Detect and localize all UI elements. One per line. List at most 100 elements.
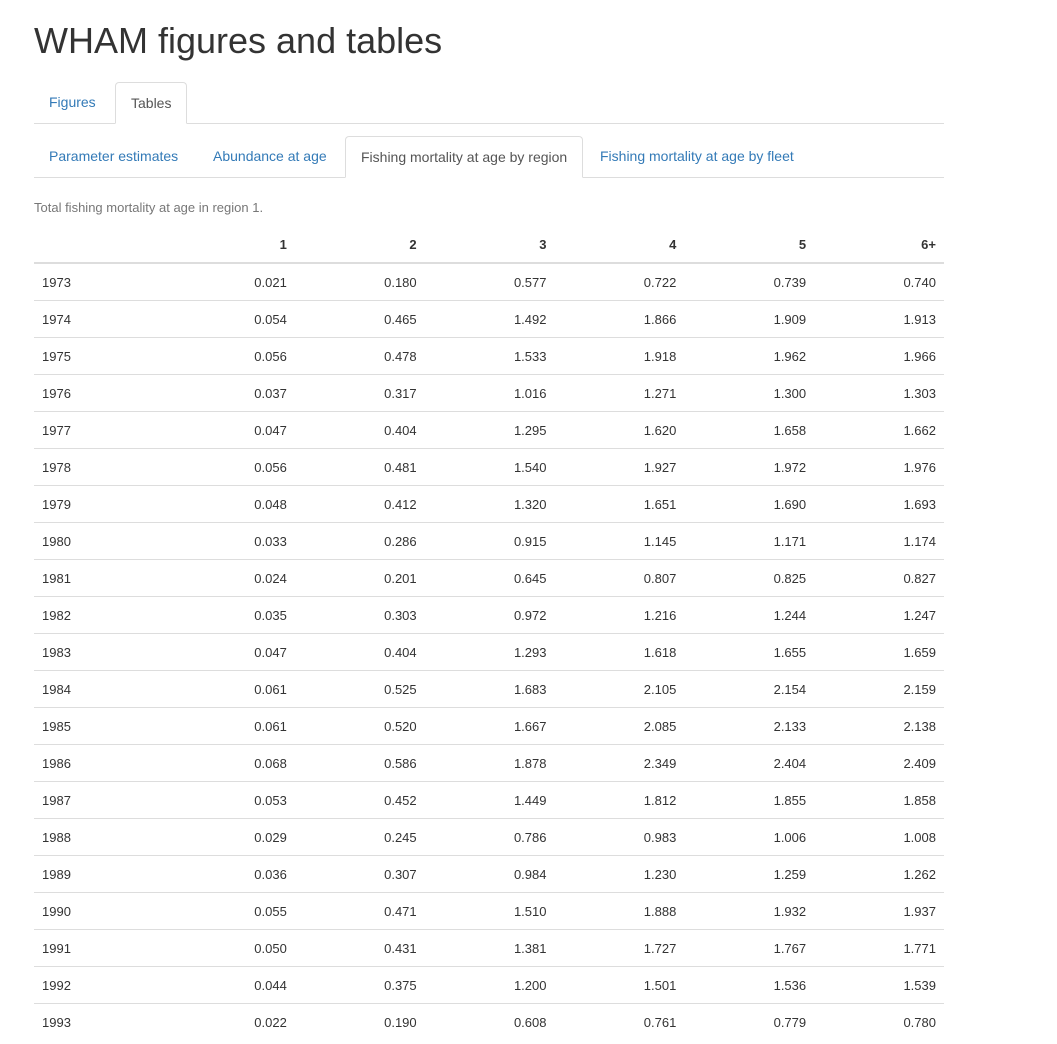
value-cell: 1.767 (684, 929, 815, 967)
year-cell: 1984 (34, 670, 165, 708)
value-cell: 0.029 (165, 818, 295, 856)
value-cell: 0.645 (424, 559, 555, 597)
value-cell: 1.693 (814, 485, 944, 523)
value-cell: 1.295 (424, 411, 555, 449)
table-row: 1978 0.056 0.481 1.540 1.927 1.972 1.976 (34, 448, 944, 486)
value-cell: 2.409 (814, 744, 944, 782)
year-cell: 1985 (34, 707, 165, 745)
value-cell: 0.520 (294, 707, 425, 745)
value-cell: 1.659 (814, 633, 944, 671)
value-cell: 1.962 (684, 337, 815, 375)
value-cell: 0.740 (814, 262, 944, 301)
table-row: 1977 0.047 0.404 1.295 1.620 1.658 1.662 (34, 411, 944, 449)
value-cell: 1.620 (554, 411, 685, 449)
value-cell: 1.918 (554, 337, 685, 375)
table-body: 1973 0.021 0.180 0.577 0.722 0.739 0.740 1974 0.… (34, 262, 944, 1040)
value-cell: 2.154 (684, 670, 815, 708)
tab-tables[interactable]: Tables (115, 82, 188, 124)
value-cell: 2.085 (554, 707, 685, 745)
year-cell: 1973 (34, 262, 165, 301)
value-cell: 1.913 (814, 300, 944, 338)
value-cell: 0.452 (294, 781, 425, 819)
value-cell: 0.044 (165, 966, 295, 1004)
value-cell: 1.262 (814, 855, 944, 893)
value-cell: 0.061 (165, 670, 295, 708)
value-cell: 1.230 (554, 855, 685, 893)
value-cell: 0.983 (554, 818, 685, 856)
value-cell: 0.431 (294, 929, 425, 967)
value-cell: 1.972 (684, 448, 815, 486)
value-cell: 1.618 (554, 633, 685, 671)
value-cell: 0.036 (165, 855, 295, 893)
value-cell: 1.662 (814, 411, 944, 449)
year-cell: 1982 (34, 596, 165, 634)
value-cell: 1.866 (554, 300, 685, 338)
year-cell: 1992 (34, 966, 165, 1004)
tab-figures[interactable]: Figures (49, 94, 96, 110)
value-cell: 1.932 (684, 892, 815, 930)
value-cell: 0.375 (294, 966, 425, 1004)
value-cell: 0.825 (684, 559, 815, 597)
value-cell: 0.024 (165, 559, 295, 597)
value-cell: 1.008 (814, 818, 944, 856)
table-row: 1974 0.054 0.465 1.492 1.866 1.909 1.913 (34, 300, 944, 338)
tab-abundance-at-age[interactable]: Abundance at age (213, 148, 327, 164)
value-cell: 1.812 (554, 781, 685, 819)
value-cell: 1.259 (684, 855, 815, 893)
value-cell: 0.201 (294, 559, 425, 597)
value-cell: 1.300 (684, 374, 815, 412)
value-cell: 0.056 (165, 448, 295, 486)
year-cell: 1986 (34, 744, 165, 782)
value-cell: 0.050 (165, 929, 295, 967)
value-cell: 1.658 (684, 411, 815, 449)
tab-fishing-mortality-by-region[interactable]: Fishing mortality at age by region (345, 136, 584, 178)
value-cell: 0.915 (424, 522, 555, 560)
value-cell: 0.984 (424, 855, 555, 893)
table-caption: Total fishing mortality at age in region… (34, 200, 264, 215)
year-cell: 1991 (34, 929, 165, 967)
header-age-cell: 5 (684, 226, 815, 264)
table-header-row: 1 2 3 4 5 6+ (34, 226, 944, 264)
year-cell: 1990 (34, 892, 165, 930)
value-cell: 0.761 (554, 1003, 685, 1040)
value-cell: 1.937 (814, 892, 944, 930)
tab-parameter-estimates[interactable]: Parameter estimates (49, 148, 179, 164)
header-age-cell: 2 (294, 226, 425, 264)
table-row: 1982 0.035 0.303 0.972 1.216 1.244 1.247 (34, 596, 944, 634)
value-cell: 1.771 (814, 929, 944, 967)
sub-tab-bar: Parameter estimates Abundance at age Fis… (34, 136, 944, 178)
value-cell: 1.244 (684, 596, 815, 634)
value-cell: 0.286 (294, 522, 425, 560)
value-cell: 1.293 (424, 633, 555, 671)
value-cell: 0.190 (294, 1003, 425, 1040)
value-cell: 2.349 (554, 744, 685, 782)
value-cell: 1.174 (814, 522, 944, 560)
value-cell: 0.061 (165, 707, 295, 745)
value-cell: 1.381 (424, 929, 555, 967)
value-cell: 0.056 (165, 337, 295, 375)
year-cell: 1988 (34, 818, 165, 856)
year-cell: 1981 (34, 559, 165, 597)
value-cell: 1.651 (554, 485, 685, 523)
value-cell: 1.171 (684, 522, 815, 560)
value-cell: 1.540 (424, 448, 555, 486)
table-row: 1983 0.047 0.404 1.293 1.618 1.655 1.659 (34, 633, 944, 671)
value-cell: 0.317 (294, 374, 425, 412)
tab-fishing-mortality-by-fleet[interactable]: Fishing mortality at age by fleet (600, 148, 794, 164)
value-cell: 0.412 (294, 485, 425, 523)
value-cell: 2.133 (684, 707, 815, 745)
year-cell: 1974 (34, 300, 165, 338)
table-row: 1991 0.050 0.431 1.381 1.727 1.767 1.771 (34, 929, 944, 967)
value-cell: 0.053 (165, 781, 295, 819)
year-cell: 1976 (34, 374, 165, 412)
value-cell: 1.536 (684, 966, 815, 1004)
value-cell: 0.068 (165, 744, 295, 782)
value-cell: 0.037 (165, 374, 295, 412)
header-age-cell: 1 (165, 226, 295, 264)
table-row: 1976 0.037 0.317 1.016 1.271 1.300 1.303 (34, 374, 944, 412)
table-row: 1981 0.024 0.201 0.645 0.807 0.825 0.827 (34, 559, 944, 597)
value-cell: 1.449 (424, 781, 555, 819)
value-cell: 1.533 (424, 337, 555, 375)
year-cell: 1987 (34, 781, 165, 819)
value-cell: 0.471 (294, 892, 425, 930)
